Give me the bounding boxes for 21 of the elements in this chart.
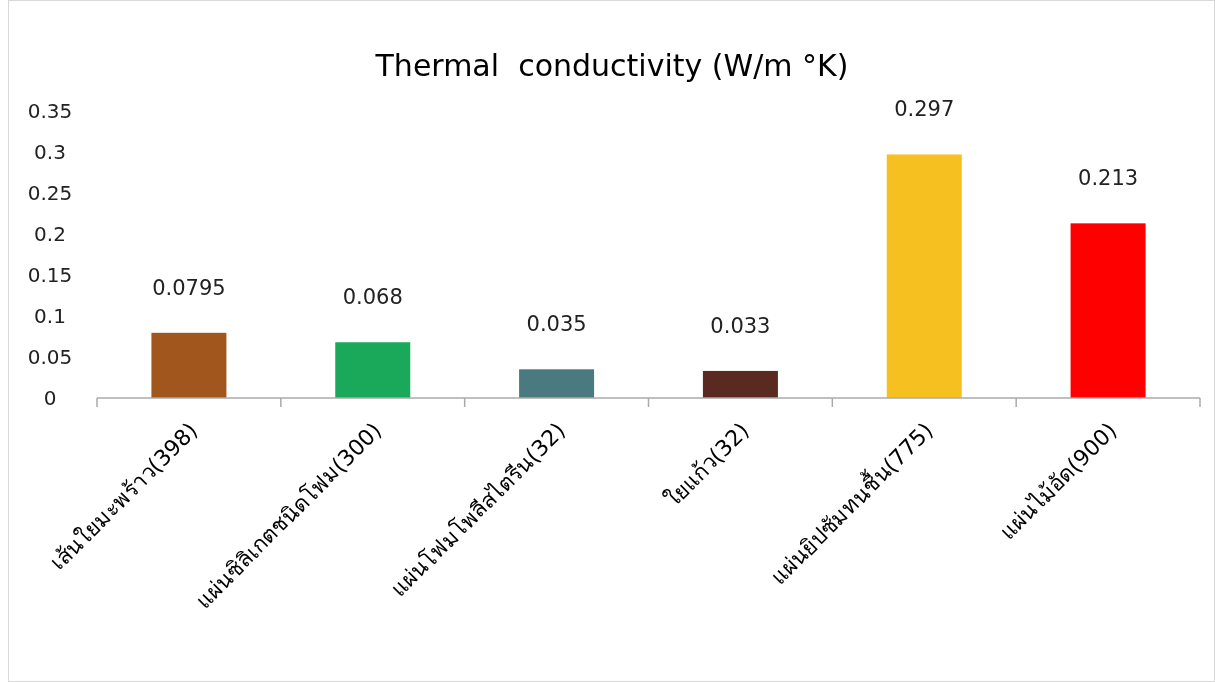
y-tick-label: 0.1 — [34, 304, 66, 328]
y-tick-label: 0.15 — [27, 263, 73, 287]
data-label: 0.033 — [710, 313, 771, 338]
bar — [151, 332, 227, 398]
chart-title: Thermal conductivity (W/m °K) — [374, 48, 849, 83]
bar — [519, 369, 595, 398]
y-tick-label: 0.3 — [34, 140, 66, 164]
data-label: 0.0795 — [152, 275, 226, 300]
y-tick-label: 0.35 — [27, 99, 73, 123]
y-tick-label: 0.25 — [27, 181, 73, 205]
y-tick-label: 0.2 — [34, 222, 66, 246]
bar — [335, 342, 411, 398]
y-tick-label: 0.05 — [27, 345, 73, 369]
bar — [1070, 223, 1146, 398]
data-label: 0.068 — [342, 285, 403, 310]
data-label: 0.213 — [1078, 166, 1139, 191]
bar — [886, 154, 962, 398]
y-tick-label: 0 — [43, 386, 57, 410]
data-label: 0.035 — [526, 312, 587, 337]
bar — [702, 370, 778, 398]
data-label: 0.297 — [894, 97, 955, 122]
